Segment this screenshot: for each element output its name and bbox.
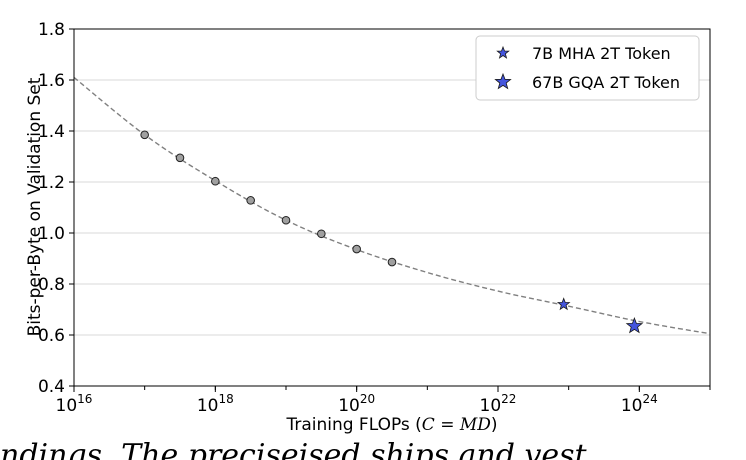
scaling-law-chart: 0.4 0.6 0.8 1.0 1.2 1.4 1.6 1.8 1016 1018 1020 102… bbox=[25, 20, 711, 435]
data-point bbox=[387, 257, 397, 267]
data-point bbox=[317, 229, 326, 239]
data-point bbox=[352, 244, 361, 254]
x-tick-label: 1020 bbox=[338, 392, 375, 416]
legend: 7B MHA 2T Token 67B GQA 2T Token bbox=[475, 35, 700, 101]
data-point bbox=[211, 176, 220, 186]
x-tick-label: 1022 bbox=[480, 392, 517, 416]
y-tick-label: 1.4 bbox=[38, 122, 65, 142]
y-axis-ticks: 0.4 0.6 0.8 1.0 1.2 1.4 1.6 1.8 bbox=[38, 20, 74, 397]
y-tick-label: 0.4 bbox=[38, 377, 65, 397]
fit-curve-line bbox=[73, 76, 711, 335]
y-tick-label: 0.8 bbox=[38, 275, 65, 295]
y-tick-label: 1.8 bbox=[38, 20, 65, 40]
x-tick-label: 1016 bbox=[56, 392, 93, 416]
data-point bbox=[140, 130, 149, 140]
caption-fragment: ndings. The preciseised ships and vest bbox=[0, 440, 587, 460]
y-tick-label: 1.6 bbox=[38, 71, 65, 91]
plot-frame bbox=[73, 28, 711, 387]
star-point bbox=[556, 297, 571, 311]
data-point bbox=[246, 196, 255, 205]
y-tick-label: 1.0 bbox=[38, 224, 65, 244]
legend-star-small-icon bbox=[496, 45, 510, 59]
data-point bbox=[281, 215, 291, 225]
star-point bbox=[625, 316, 644, 334]
y-tick-label: 1.2 bbox=[38, 173, 65, 193]
y-tick-label: 0.6 bbox=[38, 326, 65, 346]
legend-label-7b-mha: 7B MHA 2T Token bbox=[532, 44, 671, 63]
x-tick-label: 1018 bbox=[197, 392, 234, 416]
legend-label-67b-gqa: 67B GQA 2T Token bbox=[532, 73, 680, 92]
x-axis-label: Training FLOPs (C = MD) bbox=[285, 415, 497, 435]
data-points bbox=[140, 130, 644, 334]
grid-lines bbox=[74, 28, 710, 387]
y-axis-label: Bits-per-Byte on Validation Set bbox=[25, 77, 45, 336]
legend-box bbox=[475, 35, 700, 101]
x-tick-label: 1024 bbox=[621, 392, 658, 416]
x-axis-ticks: 1016 1018 1020 1022 1024 bbox=[56, 386, 711, 416]
data-point bbox=[175, 153, 185, 163]
legend-star-large-icon bbox=[494, 72, 512, 90]
